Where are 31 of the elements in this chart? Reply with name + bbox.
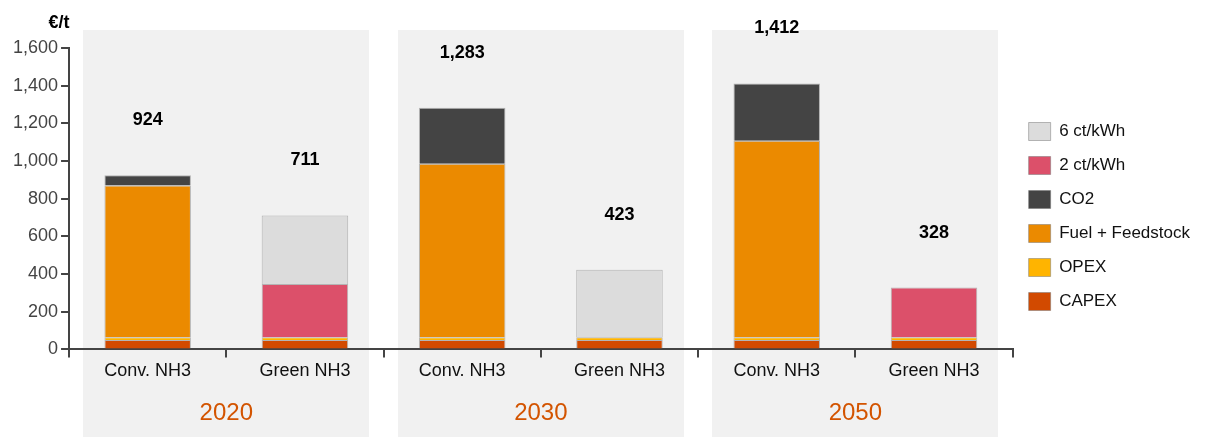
x-tick-label: Conv. NH3	[733, 360, 821, 381]
legend-label: OPEX	[1059, 257, 1107, 277]
text: 2020	[199, 398, 253, 426]
x-tick-label: Green NH3	[888, 360, 980, 381]
legend-label: CO2	[1059, 189, 1095, 209]
total-label: 711	[290, 149, 320, 170]
legend-label: CAPEX	[1059, 291, 1117, 311]
y-tick-label: 400	[28, 263, 59, 284]
y-axis-title: €/t	[48, 11, 70, 32]
x-tick-label: Conv. NH3	[104, 360, 192, 381]
legend-label: 6 ct/kWh	[1059, 121, 1126, 141]
y-tick-label: 1,200	[13, 112, 59, 133]
y-tick-label: 200	[28, 300, 59, 321]
x-tick-label: Green NH3	[573, 360, 665, 381]
y-tick-label: 1,000	[13, 149, 59, 170]
y-tick-label: 800	[28, 187, 59, 208]
legend-label: 2 ct/kWh	[1059, 155, 1126, 175]
total-label: 1,283	[439, 41, 485, 62]
x-tick-label: Green NH3	[259, 360, 351, 381]
y-tick-label: 0	[48, 338, 59, 359]
y-tick-label: 600	[28, 225, 59, 246]
text: 2050	[828, 398, 883, 426]
legend-label: Fuel + Feedstock	[1059, 223, 1191, 243]
total-label: 423	[604, 203, 635, 224]
text: 2030	[514, 398, 568, 426]
y-tick-label: 1,400	[13, 74, 59, 95]
x-tick-label: Conv. NH3	[418, 360, 506, 381]
y-tick-label: 1,600	[13, 36, 59, 57]
total-label: 924	[132, 109, 163, 130]
total-label: 1,412	[754, 17, 800, 38]
total-label: 328	[918, 221, 950, 242]
